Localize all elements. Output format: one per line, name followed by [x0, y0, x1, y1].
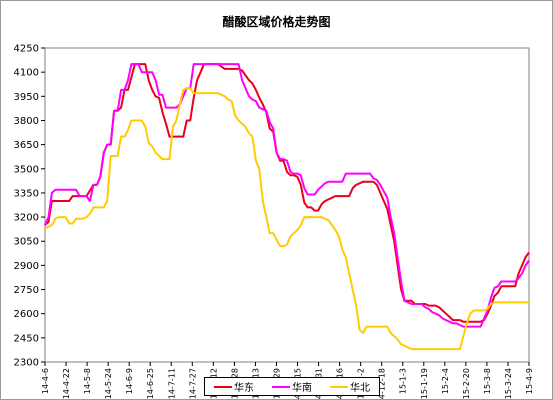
x-tick-label-17: 15-1-3 [399, 368, 408, 394]
series-line-0 [44, 63, 530, 323]
y-tick-label-3: 2750 [14, 285, 39, 296]
y-tick-label-11: 3950 [14, 92, 39, 103]
series-line-1 [44, 63, 530, 328]
plot-area [44, 47, 530, 363]
legend-swatch-east [214, 385, 232, 388]
chart-legend: 华东 华南 华北 [204, 377, 380, 396]
chart-title: 醋酸区域价格走势图 [222, 15, 331, 29]
x-tick-label-1: 14-4-22 [62, 368, 71, 399]
x-tick-label-23: 15-4-9 [525, 368, 534, 394]
y-tick-label-4: 2900 [14, 261, 39, 272]
y-tick-label-8: 3500 [14, 164, 39, 175]
x-tick-label-18: 15-1-19 [420, 368, 429, 399]
legend-swatch-south [272, 385, 290, 388]
x-tick-label-4: 14-6-9 [125, 368, 134, 394]
legend-label-south: 华南 [292, 383, 312, 394]
legend-swatch-north [330, 385, 348, 388]
x-tick-label-5: 14-6-25 [146, 368, 155, 399]
legend-label-north: 华北 [350, 383, 370, 394]
x-tick-label-0: 14-4-6 [41, 368, 50, 394]
x-tick-label-16: 14-12-18 [378, 368, 387, 399]
y-tick-label-10: 3800 [14, 116, 39, 127]
x-tick-label-21: 15-3-8 [483, 368, 492, 394]
y-tick-label-2: 2600 [14, 309, 39, 320]
legend-item-east: 华东 [214, 379, 254, 394]
y-tick-label-1: 2450 [14, 333, 39, 344]
y-tick-label-13: 4250 [14, 44, 39, 55]
x-tick-label-19: 15-2-4 [441, 368, 450, 394]
x-tick-label-3: 14-5-24 [104, 368, 113, 399]
y-tick-label-6: 3200 [14, 213, 39, 224]
y-tick-label-7: 3350 [14, 188, 39, 199]
y-tick-label-12: 4100 [14, 68, 39, 79]
legend-label-east: 华东 [234, 383, 254, 394]
legend-item-south: 华南 [272, 379, 312, 394]
x-tick-label-22: 15-3-24 [504, 368, 513, 399]
legend-item-north: 华北 [330, 379, 370, 394]
y-tick-label-0: 2300 [14, 358, 39, 369]
x-tick-label-2: 14-5-8 [83, 368, 92, 394]
x-tick-label-7: 14-7-27 [188, 368, 197, 399]
series-line-2 [44, 87, 529, 351]
y-tick-label-9: 3650 [14, 140, 39, 151]
x-tick-label-20: 15-2-20 [462, 368, 471, 399]
x-tick-label-6: 14-7-11 [167, 368, 176, 399]
y-tick-label-5: 3050 [14, 237, 39, 248]
